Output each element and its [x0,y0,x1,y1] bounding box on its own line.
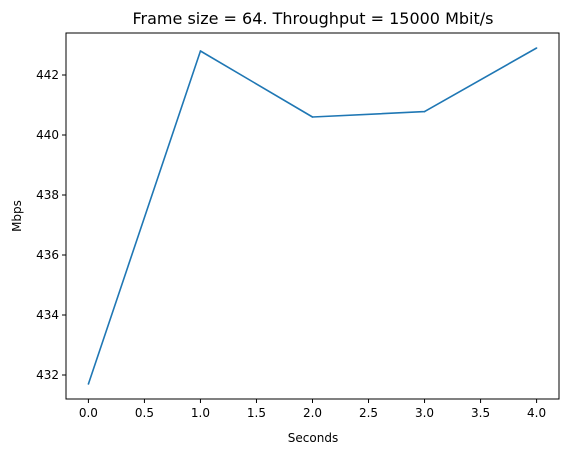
y-tick-label: 434 [36,308,59,322]
series-line [88,48,536,384]
x-tick-label: 1.5 [247,406,266,420]
x-axis-label: Seconds [288,431,338,445]
y-axis: 432 434 436 438 440 442 [36,68,66,382]
y-tick-label: 438 [36,188,59,202]
data-point [536,47,538,49]
plot-series [88,47,538,385]
x-tick-label: 0.5 [135,406,154,420]
x-tick-label: 4.0 [527,406,546,420]
y-tick-label: 432 [36,368,59,382]
y-axis-label: Mbps [10,200,24,232]
x-tick-label: 1.0 [191,406,210,420]
x-tick-label: 2.0 [303,406,322,420]
plot-frame [66,33,559,399]
y-tick-label: 442 [36,68,59,82]
x-tick-label: 3.0 [415,406,434,420]
data-point [88,383,90,385]
x-tick-label: 2.5 [359,406,378,420]
x-tick-label: 3.5 [471,406,490,420]
chart-title: Frame size = 64. Throughput = 15000 Mbit… [133,9,494,28]
data-point [312,116,314,118]
y-tick-label: 440 [36,128,59,142]
data-point [200,50,202,52]
y-tick-label: 436 [36,248,59,262]
data-point [424,111,426,113]
x-tick-label: 0.0 [79,406,98,420]
x-axis: 0.0 0.5 1.0 1.5 2.0 2.5 3.0 3.5 4.0 [79,399,546,420]
